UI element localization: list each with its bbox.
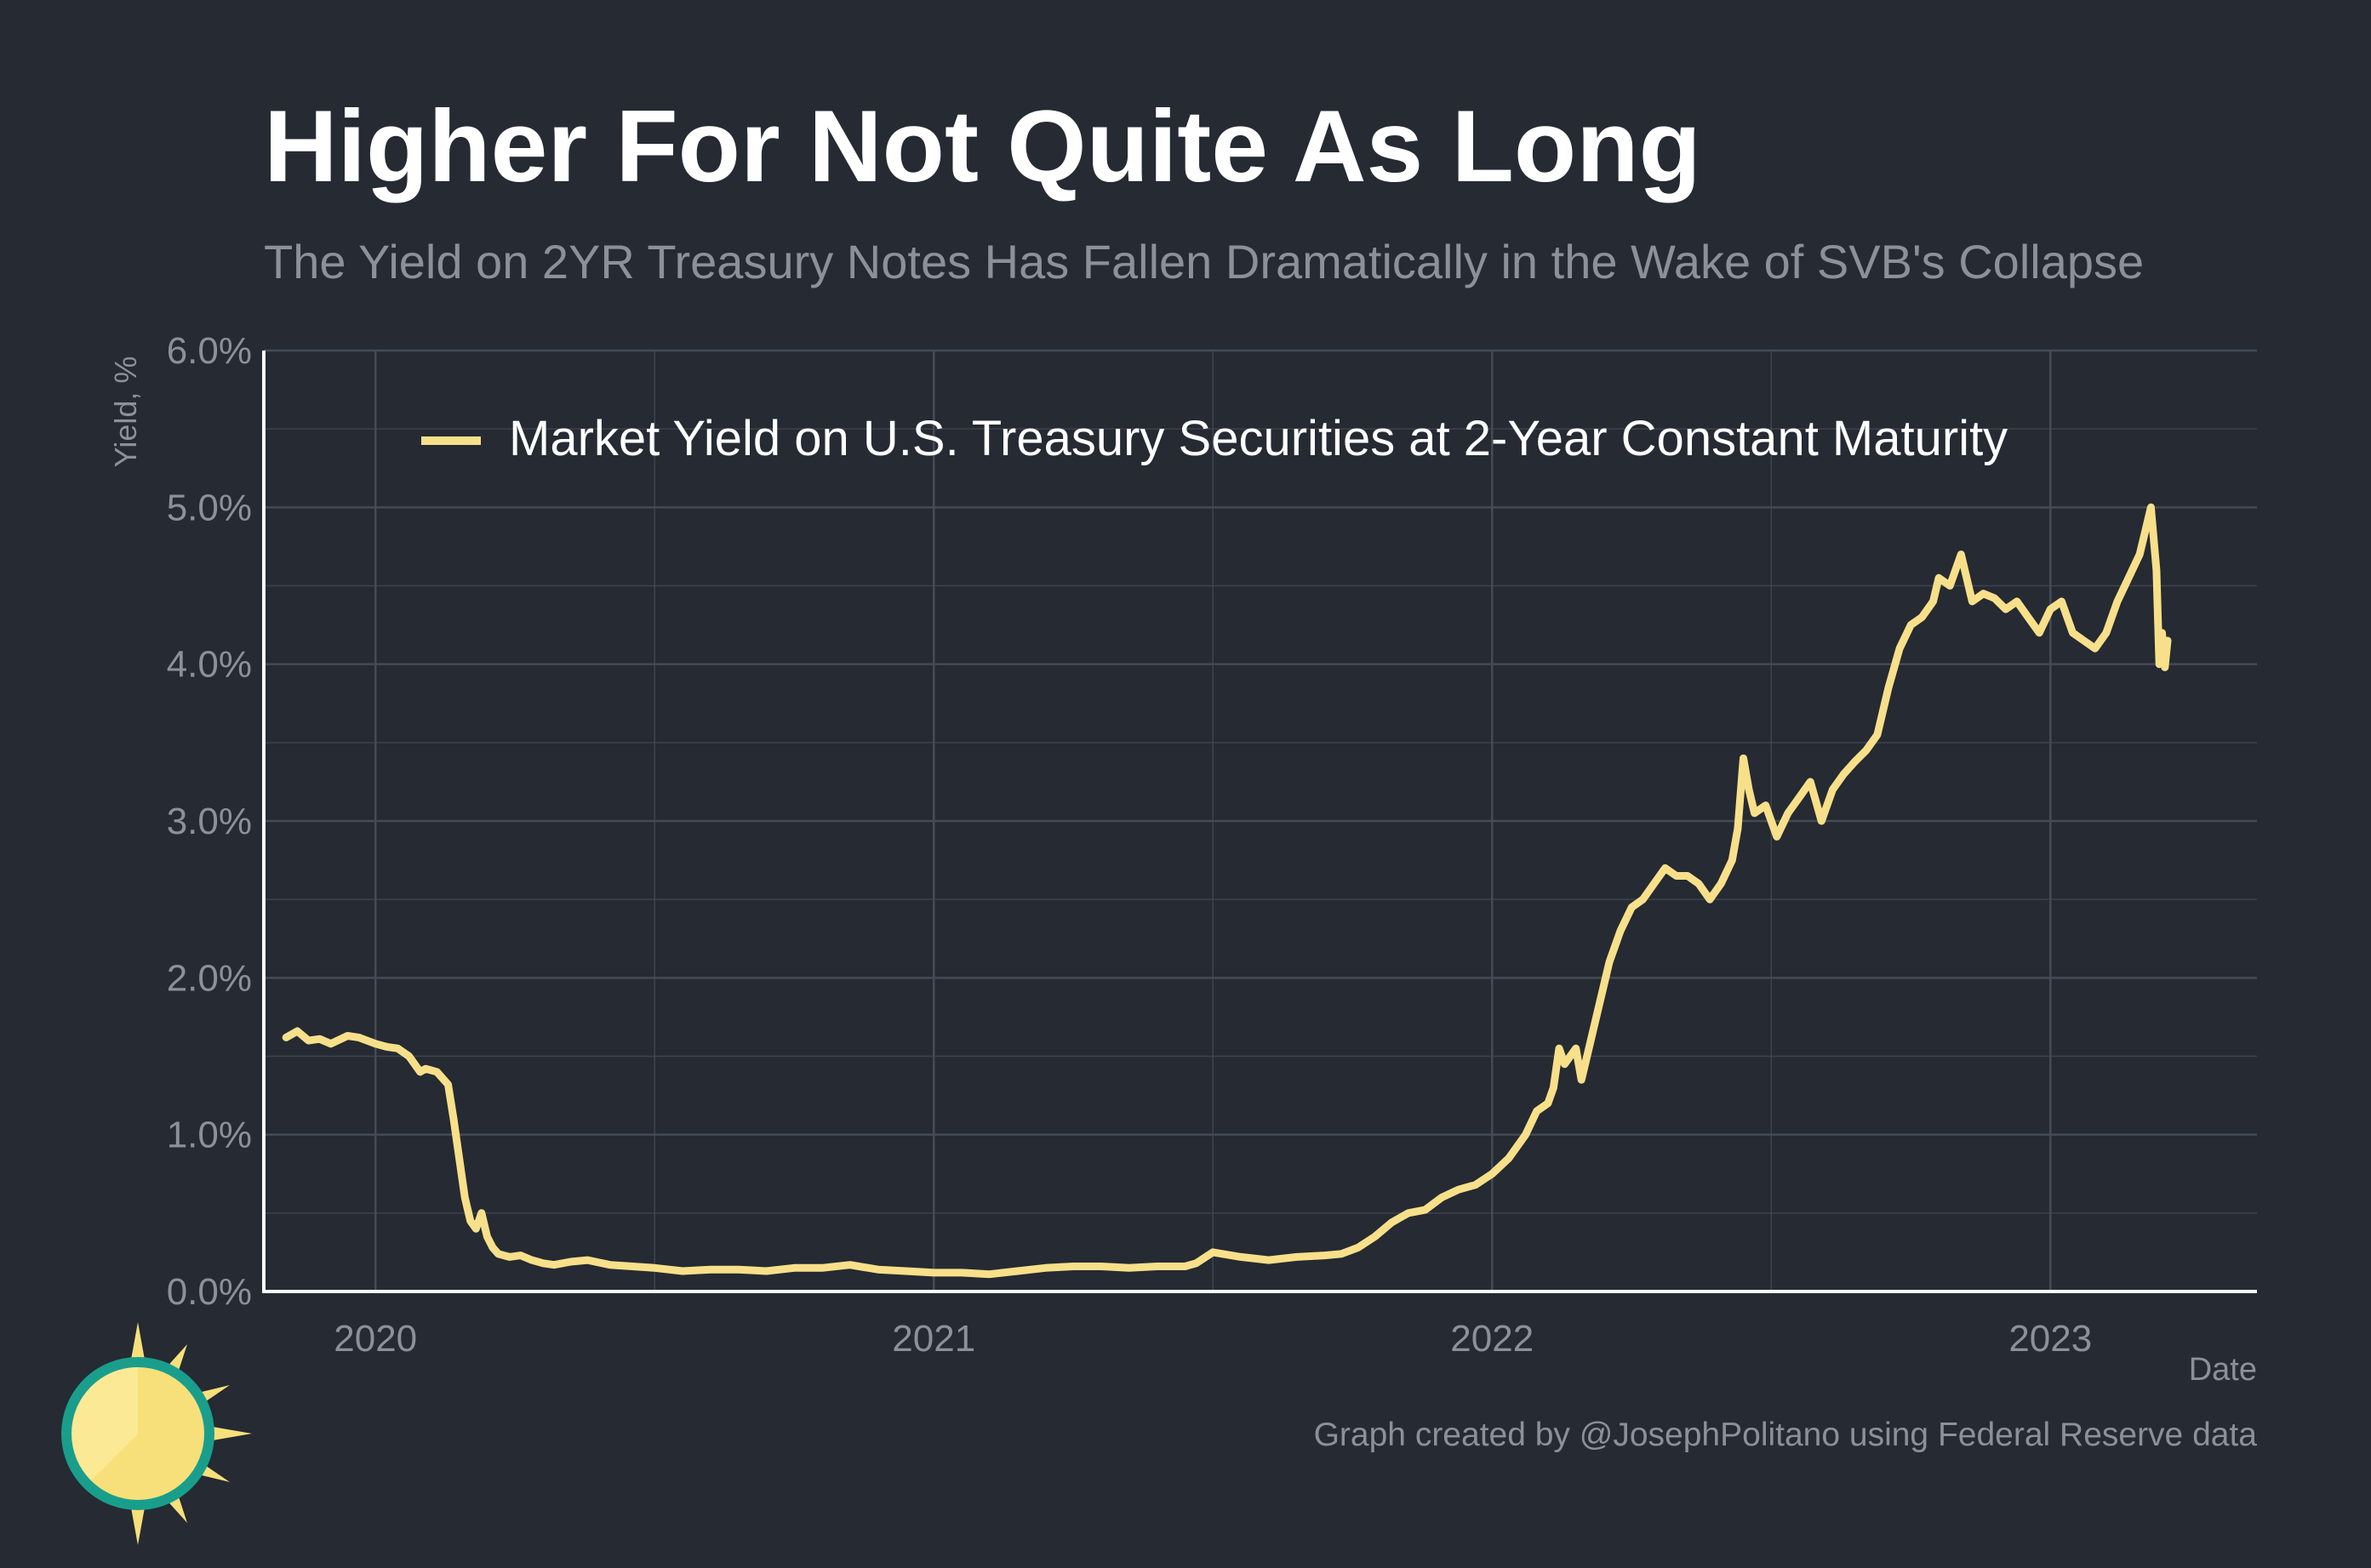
x-tick-label: 2021: [892, 1318, 975, 1360]
y-tick-label: 2.0%: [167, 957, 252, 999]
legend-label: Market Yield on U.S. Treasury Securities…: [509, 411, 2008, 466]
y-tick-label: 0.0%: [167, 1271, 252, 1313]
chart-title: Higher For Not Quite As Long: [264, 89, 1701, 203]
series-line: [282, 503, 2172, 1279]
x-axis-title: Date: [2189, 1352, 2257, 1388]
y-axis-title: Yield, %: [108, 356, 143, 468]
source-caption: Graph created by @JosephPolitano using F…: [1313, 1417, 2257, 1453]
y-tick-label: 6.0%: [167, 330, 252, 372]
x-tick-label: 2020: [334, 1318, 417, 1360]
x-tick-label: 2022: [1450, 1318, 1534, 1360]
y-tick-label: 4.0%: [167, 644, 252, 686]
x-tick-label: 2023: [2008, 1318, 2092, 1360]
y-tick-label: 3.0%: [167, 801, 252, 842]
sun-logo-icon: [61, 1322, 252, 1545]
y-tick-label: 1.0%: [167, 1115, 252, 1156]
chart-subtitle: The Yield on 2YR Treasury Notes Has Fall…: [264, 235, 2145, 288]
y-tick-label: 5.0%: [167, 487, 252, 528]
